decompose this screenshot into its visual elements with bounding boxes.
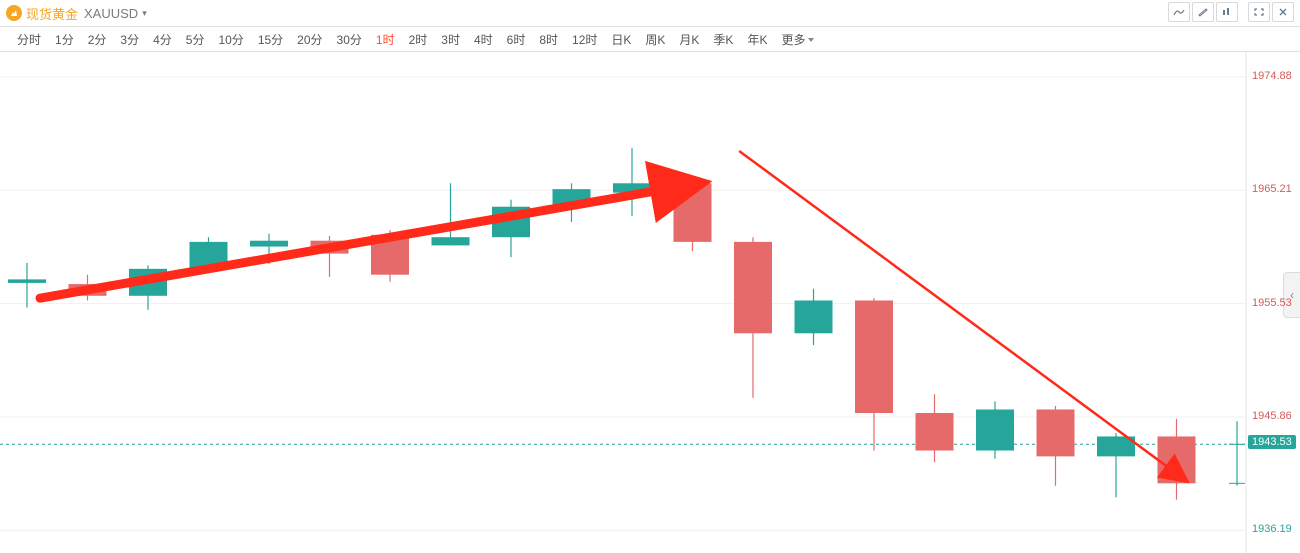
indicator-button[interactable] xyxy=(1168,2,1190,22)
timeframe-8时[interactable]: 8时 xyxy=(532,31,565,48)
timeframe-20分[interactable]: 20分 xyxy=(290,31,329,48)
timeframe-年K[interactable]: 年K xyxy=(740,31,774,48)
candlestick-chart[interactable] xyxy=(0,52,1300,553)
timeframe-30分[interactable]: 30分 xyxy=(330,31,369,48)
timeframe-bar: 分时1分2分3分4分5分10分15分20分30分1时2时3时4时6时8时12时日… xyxy=(0,27,1300,52)
timeframe-季K[interactable]: 季K xyxy=(706,31,740,48)
timeframe-5分[interactable]: 5分 xyxy=(179,31,212,48)
timeframe-1时[interactable]: 1时 xyxy=(369,31,402,48)
chart-header: 现货黄金 XAUUSD ▾ xyxy=(0,0,1300,27)
chart-type-button[interactable] xyxy=(1216,2,1238,22)
timeframe-日K[interactable]: 日K xyxy=(604,31,638,48)
timeframe-3时[interactable]: 3时 xyxy=(434,31,467,48)
y-axis-label: 1965.21 xyxy=(1252,183,1292,195)
y-axis-label: 1945.86 xyxy=(1252,410,1292,422)
y-axis-label: 1974.88 xyxy=(1252,70,1292,82)
timeframe-4分[interactable]: 4分 xyxy=(146,31,179,48)
timeframe-月K[interactable]: 月K xyxy=(672,31,706,48)
timeframe-15分[interactable]: 15分 xyxy=(251,31,290,48)
symbol-code[interactable]: XAUUSD xyxy=(84,6,138,21)
timeframe-4时[interactable]: 4时 xyxy=(467,31,500,48)
timeframe-分时[interactable]: 分时 xyxy=(10,31,48,48)
symbol-title-cn[interactable]: 现货黄金 xyxy=(26,4,78,23)
timeframe-6时[interactable]: 6时 xyxy=(500,31,533,48)
chart-toolbar xyxy=(1168,2,1294,22)
timeframe-更多[interactable]: 更多 xyxy=(774,31,821,48)
y-axis-label: 1936.19 xyxy=(1252,523,1292,535)
chart-area[interactable]: ‹ 1974.88 1965.21 1955.53 1945.86 1936.19 194… xyxy=(0,52,1300,553)
timeframe-12时[interactable]: 12时 xyxy=(565,31,604,48)
timeframe-1分[interactable]: 1分 xyxy=(48,31,81,48)
timeframe-周K[interactable]: 周K xyxy=(638,31,672,48)
symbol-icon xyxy=(6,5,22,21)
expand-panel-tab[interactable]: ‹ xyxy=(1283,272,1300,318)
timeframe-2时[interactable]: 2时 xyxy=(402,31,435,48)
timeframe-2分[interactable]: 2分 xyxy=(81,31,114,48)
y-axis-label: 1955.53 xyxy=(1252,297,1292,309)
timeframe-10分[interactable]: 10分 xyxy=(211,31,250,48)
current-price-badge: 1943.53 xyxy=(1248,435,1296,449)
draw-button[interactable] xyxy=(1192,2,1214,22)
timeframe-3分[interactable]: 3分 xyxy=(113,31,146,48)
close-button[interactable] xyxy=(1272,2,1294,22)
fullscreen-button[interactable] xyxy=(1248,2,1270,22)
symbol-dropdown-caret[interactable]: ▾ xyxy=(142,8,147,19)
